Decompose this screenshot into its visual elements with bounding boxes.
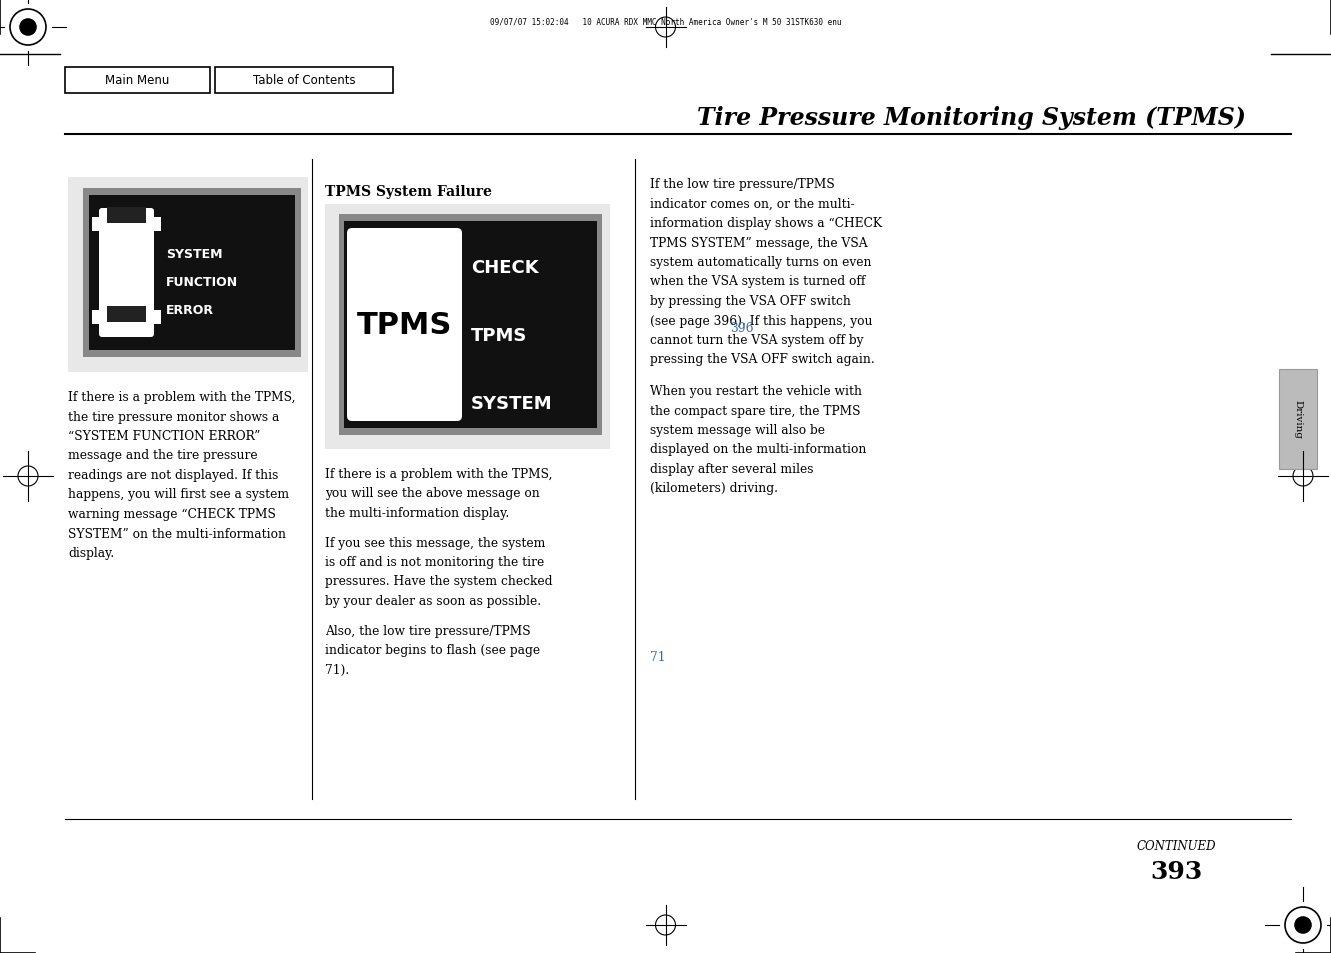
Text: indicator comes on, or the multi-: indicator comes on, or the multi-	[650, 197, 855, 211]
Bar	[343, 222, 598, 429]
Text: cannot turn the VSA system off by: cannot turn the VSA system off by	[650, 334, 864, 347]
Text: ERROR: ERROR	[166, 304, 214, 316]
Bar	[92, 218, 100, 232]
FancyBboxPatch shape	[347, 229, 462, 421]
Circle shape	[1295, 917, 1311, 933]
Bar	[89, 195, 295, 351]
Text: system message will also be: system message will also be	[650, 423, 825, 436]
Text: 71).: 71).	[325, 662, 349, 676]
Text: pressing the VSA OFF switch again.: pressing the VSA OFF switch again.	[650, 354, 874, 366]
Text: by pressing the VSA OFF switch: by pressing the VSA OFF switch	[650, 294, 851, 308]
Text: If the low tire pressure/TPMS: If the low tire pressure/TPMS	[650, 178, 835, 191]
Text: when the VSA system is turned off: when the VSA system is turned off	[650, 275, 865, 288]
Text: TPMS System Failure: TPMS System Failure	[325, 185, 492, 199]
Text: SYSTEM” on the multi-information: SYSTEM” on the multi-information	[68, 527, 286, 540]
Bar	[83, 189, 301, 357]
Text: SYSTEM: SYSTEM	[471, 395, 552, 413]
Text: display after several miles: display after several miles	[650, 462, 813, 476]
Text: TPMS SYSTEM” message, the VSA: TPMS SYSTEM” message, the VSA	[650, 236, 868, 250]
Text: information display shows a “CHECK: information display shows a “CHECK	[650, 216, 882, 230]
Text: If there is a problem with the TPMS,: If there is a problem with the TPMS,	[325, 468, 552, 480]
Text: If there is a problem with the TPMS,: If there is a problem with the TPMS,	[68, 391, 295, 403]
Bar	[153, 311, 161, 325]
Text: CONTINUED: CONTINUED	[1137, 840, 1215, 852]
Bar	[68, 178, 307, 373]
Text: Main Menu: Main Menu	[105, 74, 169, 88]
FancyBboxPatch shape	[98, 209, 154, 337]
Text: 09/07/07 15:02:04   10 ACURA RDX MMC North America Owner's M 50 31STK630 enu: 09/07/07 15:02:04 10 ACURA RDX MMC North…	[490, 17, 841, 27]
Text: “SYSTEM FUNCTION ERROR”: “SYSTEM FUNCTION ERROR”	[68, 430, 261, 442]
Text: readings are not displayed. If this: readings are not displayed. If this	[68, 469, 278, 481]
Text: system automatically turns on even: system automatically turns on even	[650, 255, 872, 269]
Text: 71: 71	[650, 650, 666, 663]
Text: Table of Contents: Table of Contents	[253, 74, 355, 88]
Text: SYSTEM: SYSTEM	[166, 248, 222, 261]
Bar	[153, 218, 161, 232]
Text: display.: display.	[68, 546, 114, 559]
Text: (kilometers) driving.: (kilometers) driving.	[650, 482, 779, 495]
Bar	[1279, 370, 1316, 470]
Text: pressures. Have the system checked: pressures. Have the system checked	[325, 575, 552, 588]
Bar	[339, 214, 602, 436]
Text: by your dealer as soon as possible.: by your dealer as soon as possible.	[325, 595, 542, 607]
Bar	[106, 208, 146, 224]
Bar	[325, 205, 610, 450]
Text: Tire Pressure Monitoring System (TPMS): Tire Pressure Monitoring System (TPMS)	[697, 106, 1246, 130]
Text: 393: 393	[1150, 859, 1202, 883]
Text: you will see the above message on: you will see the above message on	[325, 487, 540, 500]
Text: the tire pressure monitor shows a: the tire pressure monitor shows a	[68, 410, 280, 423]
Text: (see page 396). If this happens, you: (see page 396). If this happens, you	[650, 314, 873, 327]
Circle shape	[20, 20, 36, 36]
Bar	[65, 68, 210, 94]
Text: If you see this message, the system: If you see this message, the system	[325, 536, 546, 549]
Text: indicator begins to flash (see page: indicator begins to flash (see page	[325, 643, 540, 657]
Text: message and the tire pressure: message and the tire pressure	[68, 449, 258, 462]
Text: When you restart the vehicle with: When you restart the vehicle with	[650, 385, 862, 397]
Text: Also, the low tire pressure/TPMS: Also, the low tire pressure/TPMS	[325, 624, 531, 637]
Text: displayed on the multi-information: displayed on the multi-information	[650, 443, 866, 456]
Text: TPMS: TPMS	[471, 327, 527, 344]
Text: TPMS: TPMS	[357, 311, 453, 339]
Text: CHECK: CHECK	[471, 258, 539, 276]
Text: happens, you will first see a system: happens, you will first see a system	[68, 488, 289, 501]
Bar	[216, 68, 393, 94]
Text: Driving: Driving	[1294, 400, 1303, 439]
Text: is off and is not monitoring the tire: is off and is not monitoring the tire	[325, 556, 544, 568]
Text: warning message “CHECK TPMS: warning message “CHECK TPMS	[68, 507, 276, 520]
Bar	[106, 307, 146, 323]
Text: the multi-information display.: the multi-information display.	[325, 506, 510, 519]
Bar	[92, 311, 100, 325]
Text: the compact spare tire, the TPMS: the compact spare tire, the TPMS	[650, 404, 861, 417]
Text: FUNCTION: FUNCTION	[166, 276, 238, 289]
Text: 396: 396	[729, 321, 753, 335]
